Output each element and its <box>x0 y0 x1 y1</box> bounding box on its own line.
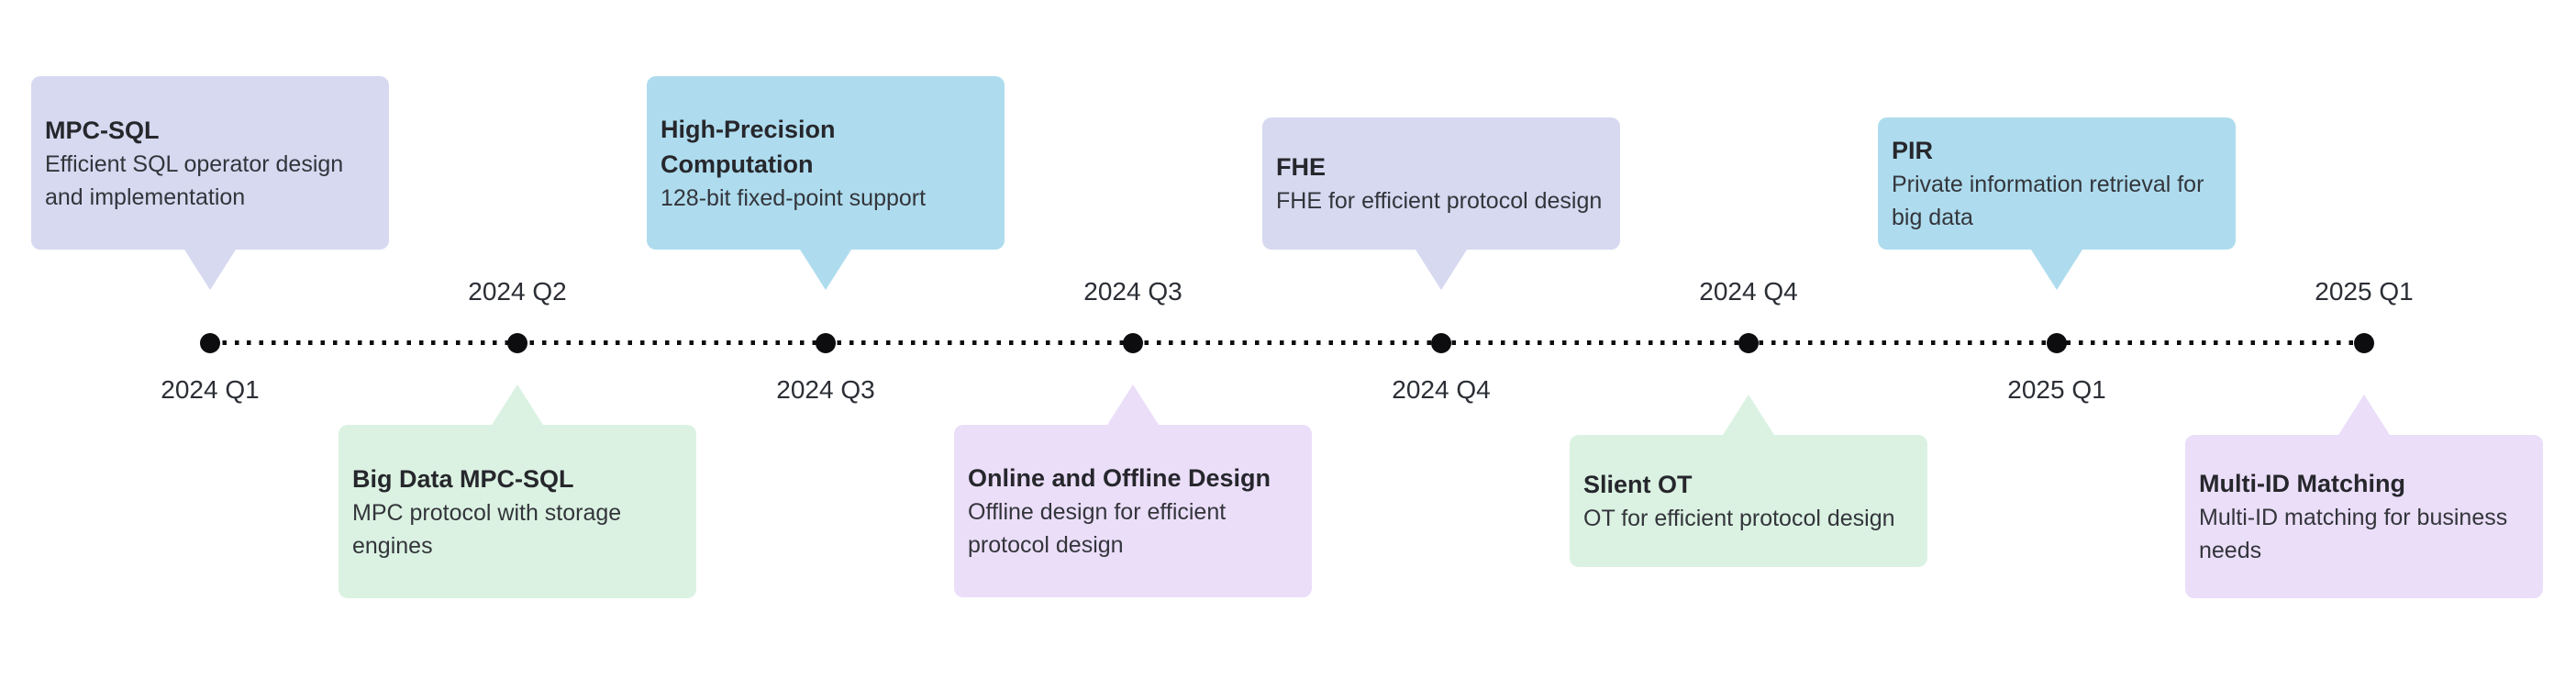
quarter-label: 2025 Q1 <box>2315 277 2414 306</box>
milestone-card-slient-ot: Slient OT OT for efficient protocol desi… <box>1570 395 1927 567</box>
quarter-label: 2024 Q2 <box>468 277 567 306</box>
milestone-description: Private information retrieval for big da… <box>1892 172 2204 230</box>
quarter-label: 2024 Q1 <box>161 375 260 404</box>
timeline-dot <box>507 333 527 353</box>
milestone-description: Offline design for efficient protocol de… <box>968 499 1227 558</box>
card-pointer <box>2031 250 2082 290</box>
milestone-card-online-and-offline-design: Online and Offline Design Offline design… <box>954 384 1312 597</box>
timeline-dot <box>200 333 220 353</box>
milestone-card-pir: PIR Private information retrieval for bi… <box>1878 117 2236 290</box>
timeline-dot <box>1431 333 1451 353</box>
milestone-card-multi-id-matching: Multi-ID Matching Multi-ID matching for … <box>2185 395 2543 598</box>
timeline-dot <box>2047 333 2067 353</box>
timeline-dotted-line <box>210 340 2364 345</box>
milestone-title: Big Data MPC-SQL <box>352 464 574 493</box>
milestone-title: FHE <box>1276 153 1326 181</box>
quarter-label: 2024 Q3 <box>776 375 875 404</box>
quarter-label: 2024 Q3 <box>1083 277 1183 306</box>
card-pointer <box>800 250 851 290</box>
timeline-dot <box>1123 333 1143 353</box>
card-pointer <box>1723 395 1774 435</box>
milestone-description: Multi-ID matching for business needs <box>2199 505 2508 563</box>
card-pointer <box>1107 384 1159 425</box>
timeline-dot <box>2354 333 2374 353</box>
milestone-description: Efficient SQL operator design and implem… <box>45 150 344 210</box>
quarter-label: 2024 Q4 <box>1392 375 1491 404</box>
milestone-title: MPC-SQL <box>45 116 160 144</box>
milestone-description: FHE for efficient protocol design <box>1276 188 1603 214</box>
milestone-card-big-data-mpc-sql: Big Data MPC-SQL MPC protocol with stora… <box>339 384 696 598</box>
milestone-description: OT for efficient protocol design <box>1583 506 1895 531</box>
milestone-title: Slient OT <box>1583 471 1693 498</box>
card-pointer <box>2338 395 2390 435</box>
milestone-card-mpc-sql: MPC-SQL Efficient SQL operator design an… <box>31 76 389 290</box>
milestone-description: MPC protocol with storage engines <box>352 499 622 559</box>
quarter-label: 2024 Q4 <box>1699 277 1798 306</box>
quarter-label: 2025 Q1 <box>2007 375 2106 404</box>
milestone-title: High-Precision Computation <box>661 115 836 178</box>
milestone-card-high-precision-computation: High-Precision Computation 128-bit fixed… <box>647 76 1005 290</box>
timeline-dot <box>816 333 836 353</box>
card-pointer <box>492 384 543 425</box>
card-pointer <box>1416 250 1467 290</box>
timeline-dot <box>1738 333 1759 353</box>
milestone-card-fhe: FHE FHE for efficient protocol design <box>1262 117 1620 290</box>
milestone-title: Online and Offline Design <box>968 464 1271 492</box>
card-pointer <box>184 250 236 290</box>
milestone-title: Multi-ID Matching <box>2199 470 2405 497</box>
milestone-title: PIR <box>1892 137 1934 164</box>
milestone-description: 128-bit fixed-point support <box>661 184 927 211</box>
